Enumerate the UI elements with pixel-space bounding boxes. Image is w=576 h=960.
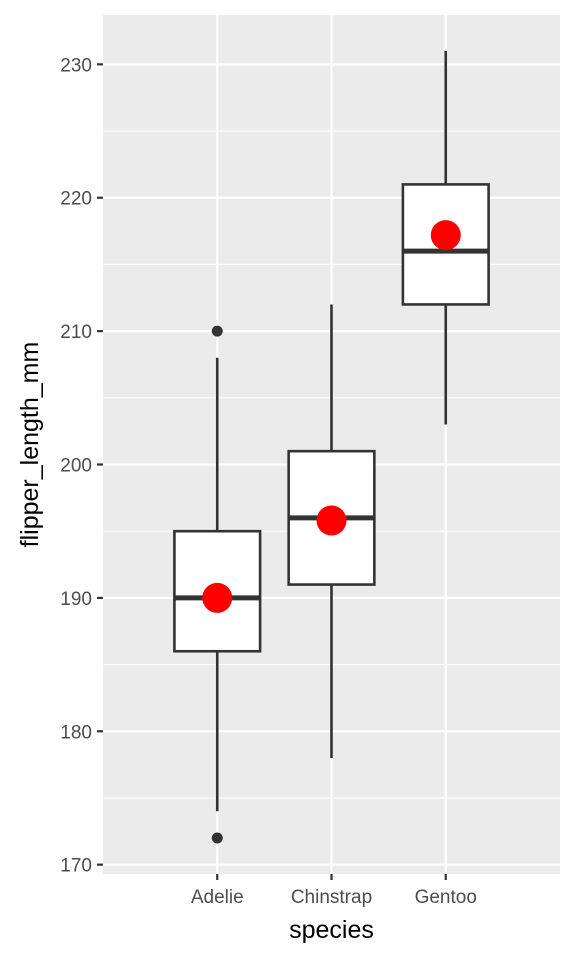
y-axis: 170 180 190 200 210 220 230 — [60, 55, 103, 877]
mean-point — [430, 220, 461, 251]
y-tick-label: 200 — [60, 456, 92, 477]
box-series — [173, 51, 490, 844]
iqr-box — [173, 529, 262, 653]
box-adelie — [173, 325, 262, 844]
y-tick-label: 230 — [60, 55, 92, 76]
x-axis: Adelie Chinstrap Gentoo — [191, 874, 477, 908]
x-tick-label: Adelie — [191, 887, 244, 908]
outlier-point — [211, 832, 223, 844]
y-tick-label: 180 — [60, 722, 92, 743]
x-axis-title: species — [289, 916, 374, 944]
mean-point — [202, 582, 233, 613]
x-tick-label: Gentoo — [415, 887, 477, 908]
y-tick-label: 220 — [60, 189, 92, 210]
x-tick-label: Chinstrap — [291, 887, 372, 908]
y-tick-label: 190 — [60, 589, 92, 610]
y-tick-label: 210 — [60, 322, 92, 343]
outlier-point — [211, 325, 223, 337]
box-gentoo — [401, 51, 490, 425]
y-axis-title: flipper_length_mm — [16, 342, 44, 548]
y-tick-label: 170 — [60, 856, 92, 877]
box-chinstrap — [287, 304, 376, 758]
mean-point — [316, 505, 347, 536]
